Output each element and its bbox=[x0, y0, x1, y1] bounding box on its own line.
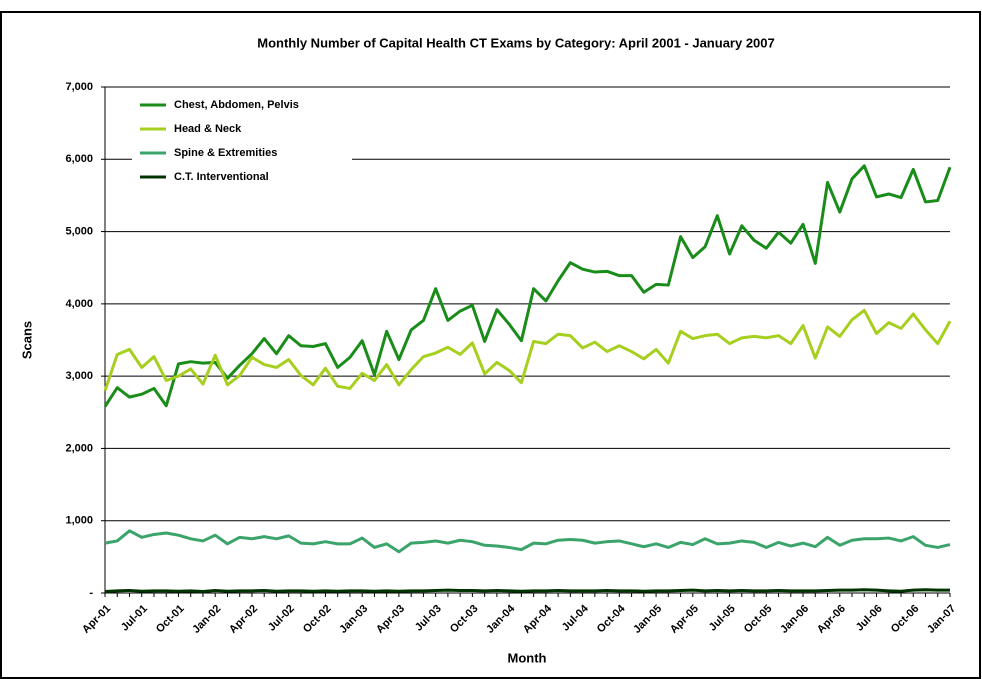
series-line bbox=[104, 588, 950, 594]
y-tick-label: 3,000 bbox=[65, 370, 93, 382]
legend-label: Head & Neck bbox=[174, 123, 242, 135]
legend-label: C.T. Interventional bbox=[174, 171, 269, 183]
series-line bbox=[104, 529, 951, 554]
y-axis-label: Scans bbox=[19, 321, 34, 359]
series-line bbox=[103, 164, 952, 408]
y-tick-label: 7,000 bbox=[65, 81, 93, 93]
legend-label: Spine & Extremities bbox=[174, 147, 277, 159]
y-tick-label: - bbox=[89, 587, 93, 599]
x-axis-label: Month bbox=[508, 650, 547, 665]
y-tick-label: 5,000 bbox=[65, 225, 93, 237]
y-tick-label: 1,000 bbox=[65, 515, 93, 527]
legend-box bbox=[132, 93, 352, 189]
y-tick-label: 2,000 bbox=[65, 442, 93, 454]
y-tick-label: 6,000 bbox=[65, 153, 93, 165]
y-tick-label: 4,000 bbox=[65, 298, 93, 310]
legend-label: Chest, Abdomen, Pelvis bbox=[174, 99, 299, 111]
series-line bbox=[103, 308, 952, 392]
chart-title: Monthly Number of Capital Health CT Exam… bbox=[257, 35, 775, 50]
